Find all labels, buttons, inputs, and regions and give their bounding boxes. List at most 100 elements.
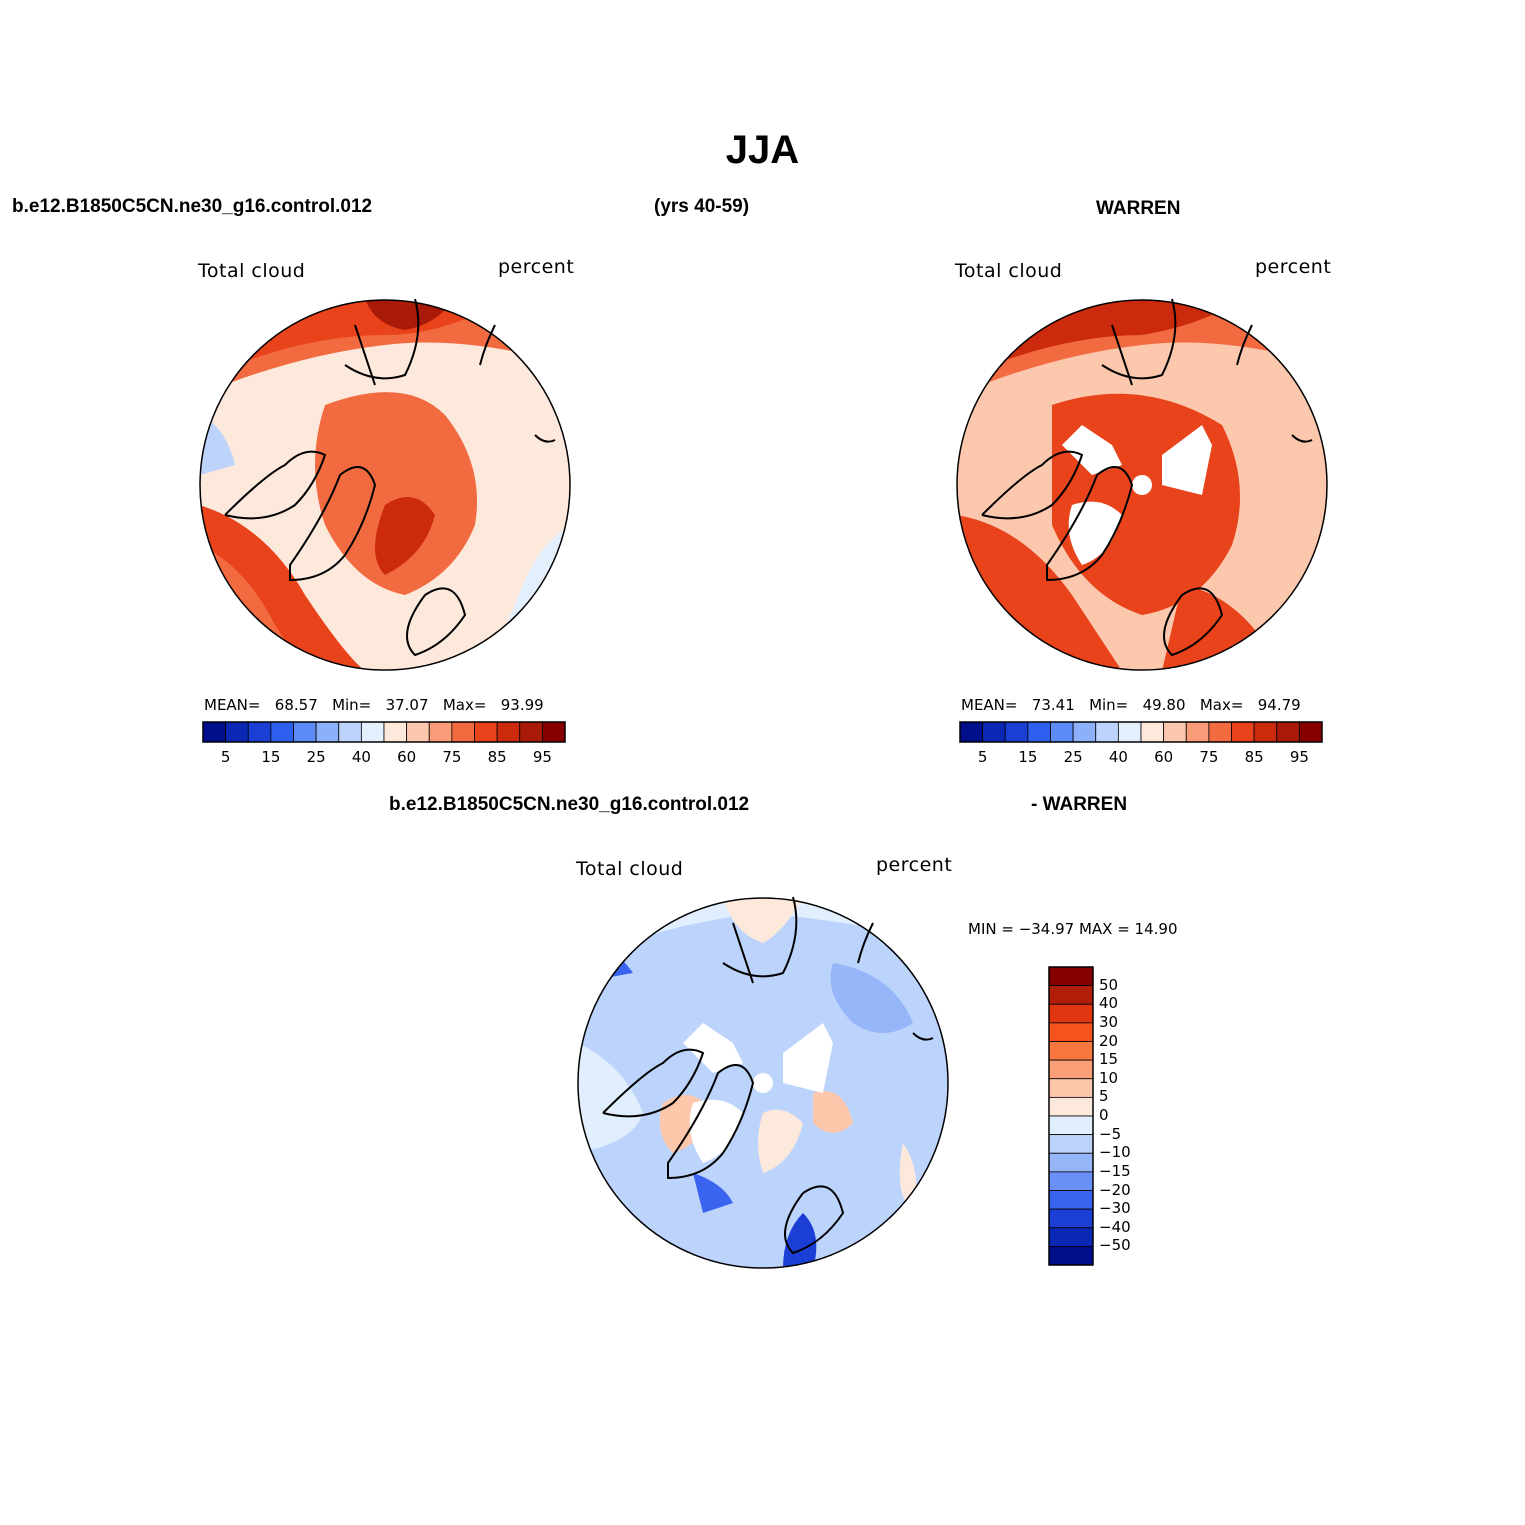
colorbar-swatch: [383, 721, 408, 743]
panel1-variable-label: Total cloud: [198, 260, 306, 282]
colorbar-tick-label: 30: [1099, 1012, 1119, 1031]
colorbar-tick-label: 20: [1099, 1031, 1119, 1050]
colorbar-swatch: [496, 721, 521, 743]
colorbar-outline: [959, 721, 1323, 743]
obs-polar-map: [956, 298, 1328, 671]
colorbar-tick-label: 60: [1154, 748, 1174, 766]
colorbar-tick-label: 5: [977, 748, 988, 766]
min-value: 37.07: [385, 696, 429, 714]
colorbar-swatch: [1048, 1171, 1094, 1191]
panel3-units-label: percent: [876, 854, 953, 876]
colorbar-tick-label: −30: [1099, 1199, 1131, 1218]
colorbar-swatch: [959, 721, 984, 743]
colorbar-tick-label: 40: [351, 748, 371, 766]
years-header: (yrs 40-59): [654, 196, 750, 217]
panel2-colorbar: [959, 721, 1323, 743]
panel2-units-label: percent: [1255, 256, 1332, 278]
max-value: 93.99: [500, 696, 544, 714]
colorbar-tick-label: −20: [1099, 1180, 1131, 1199]
colorbar-tick-label: 40: [1099, 994, 1119, 1013]
mean-label: MEAN=: [204, 696, 261, 714]
colorbar-swatch: [225, 721, 249, 743]
colorbar-tick-label: 50: [1099, 975, 1119, 994]
colorbar-swatch: [247, 721, 272, 743]
colorbar-tick-label: 15: [261, 748, 281, 766]
colorbar-swatch: [1253, 721, 1278, 743]
panel1-units-label: percent: [498, 256, 575, 278]
coastline-outline: [224, 298, 556, 657]
colorbar-swatch: [1208, 721, 1232, 743]
case-name-header: b.e12.B1850C5CN.ne30_g16.control.012: [12, 196, 373, 217]
colorbar-swatch: [541, 721, 566, 743]
max-label: Max=: [442, 696, 487, 714]
colorbar-swatch: [1048, 1227, 1094, 1247]
colorbar-tick-label: 0: [1099, 1106, 1109, 1124]
colorbar-tick-label: 95: [532, 748, 552, 766]
colorbar-tick-label: 25: [306, 748, 326, 766]
colorbar-swatch: [270, 721, 294, 743]
colorbar-swatch: [428, 721, 453, 743]
difference-polar-map: [577, 896, 949, 1269]
obs-name-header: WARREN: [1096, 198, 1181, 219]
colorbar-swatch: [1048, 1078, 1094, 1098]
mean-value: 68.57: [274, 696, 318, 714]
colorbar-swatch: [1117, 721, 1142, 743]
mean-label: MEAN=: [961, 696, 1018, 714]
colorbar-tick-label: 85: [1244, 748, 1264, 766]
diff-obs-header: - WARREN: [1031, 794, 1128, 815]
colorbar-swatch: [474, 721, 498, 743]
colorbar-swatch: [338, 721, 362, 743]
panel3-variable-label: Total cloud: [576, 858, 684, 880]
colorbar-tick-label: 10: [1099, 1068, 1119, 1087]
colorbar-outline: [202, 721, 566, 743]
colorbar-tick-label: 75: [1199, 748, 1219, 766]
colorbar-swatch: [1185, 721, 1210, 743]
model-polar-map: [199, 298, 571, 671]
panel3-minmax: MIN = −34.97 MAX = 14.90: [968, 920, 1178, 938]
colorbar-tick-label: 15: [1099, 1050, 1119, 1069]
colorbar-tick-label: −15: [1099, 1161, 1131, 1180]
colorbar-swatch: [1004, 721, 1029, 743]
colorbar-swatch: [1048, 1245, 1094, 1266]
panel1-stats: MEAN= 68.57 Min= 37.07 Max= 93.99: [204, 696, 544, 714]
colorbar-swatch: [1140, 721, 1165, 743]
colorbar-tick-label: 95: [1289, 748, 1309, 766]
colorbar-swatch: [406, 721, 430, 743]
colorbar-swatch: [1048, 1115, 1094, 1136]
min-label: Min=: [1089, 696, 1129, 714]
min-label: Min=: [332, 696, 372, 714]
colorbar-swatch: [1048, 1208, 1094, 1229]
colorbar-tick-label: 60: [397, 748, 417, 766]
colorbar-swatch: [1048, 1003, 1094, 1024]
coastline-outline: [981, 298, 1313, 657]
panel2-variable-label: Total cloud: [955, 260, 1063, 282]
colorbar-swatch: [1050, 721, 1074, 743]
colorbar-tick-label: 5: [1099, 1087, 1109, 1106]
colorbar-swatch: [1048, 1096, 1094, 1117]
colorbar-swatch: [519, 721, 543, 743]
min-value: 49.80: [1142, 696, 1186, 714]
colorbar-tick-label: 85: [487, 748, 507, 766]
colorbar-swatch: [1027, 721, 1051, 743]
coastline-outline: [602, 896, 934, 1255]
colorbar-swatch: [1048, 1134, 1094, 1154]
colorbar-tick-label: −50: [1099, 1236, 1131, 1255]
colorbar-swatch: [1048, 985, 1094, 1005]
colorbar-tick-label: 25: [1063, 748, 1083, 766]
panel1-colorbar: [202, 721, 566, 743]
colorbar-swatch: [1095, 721, 1119, 743]
colorbar-swatch: [202, 721, 227, 743]
panel2-stats: MEAN= 73.41 Min= 49.80 Max= 94.79: [961, 696, 1301, 714]
colorbar-tick-label: 5: [220, 748, 231, 766]
colorbar-tick-label: −10: [1099, 1143, 1131, 1162]
colorbar-swatch: [1231, 721, 1255, 743]
colorbar-swatch: [451, 721, 475, 743]
page-title: JJA: [725, 128, 800, 172]
colorbar-tick-label: −40: [1099, 1217, 1131, 1236]
colorbar-swatch: [315, 721, 340, 743]
colorbar-swatch: [1048, 966, 1094, 987]
colorbar-swatch: [293, 721, 317, 743]
colorbar-swatch: [1072, 721, 1097, 743]
colorbar-tick-label: 40: [1108, 748, 1128, 766]
colorbar-swatch: [1298, 721, 1323, 743]
